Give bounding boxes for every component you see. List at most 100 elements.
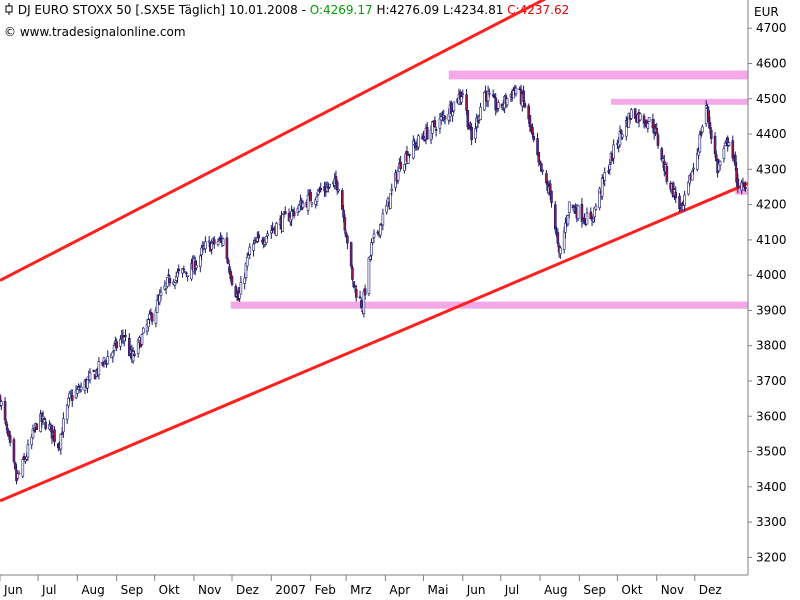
candle-body bbox=[275, 223, 278, 236]
candle-body bbox=[115, 341, 118, 349]
candle-body bbox=[665, 166, 669, 182]
candle-body bbox=[44, 421, 47, 430]
candle-body bbox=[301, 202, 305, 208]
y-tick-label: 4200 bbox=[756, 198, 787, 212]
candle-body bbox=[708, 122, 712, 130]
candle-body bbox=[343, 217, 347, 231]
candle-body bbox=[230, 276, 234, 285]
candle-body bbox=[341, 190, 344, 210]
candle-body bbox=[491, 94, 495, 97]
y-tick-label: 3500 bbox=[756, 445, 787, 459]
candle-body bbox=[60, 432, 64, 435]
candle-body bbox=[26, 444, 30, 458]
candle-body bbox=[443, 115, 447, 120]
candle-body bbox=[701, 126, 704, 133]
candle-body bbox=[567, 201, 571, 214]
candle-body bbox=[182, 268, 186, 271]
date-label: 10.01.2008 bbox=[229, 3, 298, 17]
candle-body bbox=[281, 214, 285, 232]
instrument-name: DJ EURO STOXX 50 [.SX5E bbox=[17, 3, 175, 17]
x-tick-label: Apr bbox=[389, 583, 410, 597]
x-tick-label: Feb bbox=[315, 583, 336, 597]
candle-body bbox=[103, 360, 107, 362]
y-tick-label: 3900 bbox=[756, 303, 787, 317]
candle-body bbox=[679, 205, 683, 208]
candle-body bbox=[630, 109, 633, 119]
candle-body bbox=[168, 278, 172, 284]
x-tick-label: 2007 bbox=[275, 583, 306, 597]
y-tick-label: 3300 bbox=[756, 515, 787, 529]
candle-body bbox=[159, 291, 163, 296]
candle-body bbox=[173, 282, 177, 286]
candle-body bbox=[619, 130, 623, 134]
candle-body bbox=[158, 294, 162, 303]
candle-body bbox=[204, 241, 207, 250]
candle-body bbox=[718, 161, 722, 166]
candle-body bbox=[306, 194, 310, 211]
x-tick-label: Jul bbox=[41, 583, 56, 597]
candle-body bbox=[566, 215, 570, 225]
candle-body bbox=[62, 418, 65, 433]
candle-body bbox=[559, 247, 562, 255]
candle-body bbox=[199, 255, 202, 268]
candle-body bbox=[327, 187, 330, 189]
candle-body bbox=[727, 142, 731, 146]
candle-body bbox=[167, 274, 170, 277]
candle-body bbox=[112, 345, 116, 351]
candle-body bbox=[101, 361, 104, 366]
candle-body bbox=[434, 129, 438, 131]
candle-body bbox=[147, 319, 150, 328]
interval-label: Täglich] bbox=[178, 3, 226, 17]
candle-body bbox=[291, 209, 295, 212]
candle-body bbox=[207, 240, 211, 243]
candle-body bbox=[225, 237, 229, 260]
open-value: 4269.17 bbox=[323, 3, 373, 17]
candle-body bbox=[252, 243, 255, 251]
y-tick-label: 4500 bbox=[756, 92, 787, 106]
candle-body bbox=[368, 255, 372, 260]
candle-body bbox=[433, 120, 437, 127]
candle-body bbox=[431, 121, 434, 134]
candle-body bbox=[642, 115, 646, 124]
candle-body bbox=[532, 136, 536, 141]
candle-body bbox=[12, 439, 16, 462]
y-tick-label: 3800 bbox=[756, 339, 787, 353]
candle-body bbox=[176, 272, 179, 278]
x-tick-label: Mrz bbox=[350, 583, 372, 597]
candle-body bbox=[687, 181, 690, 195]
candle-body bbox=[713, 135, 717, 154]
candle-body bbox=[592, 218, 595, 222]
y-tick-label: 3600 bbox=[756, 409, 787, 423]
candle-body bbox=[496, 102, 500, 109]
candle-body bbox=[683, 194, 686, 206]
candle-body bbox=[612, 144, 615, 159]
candle-body bbox=[155, 299, 159, 313]
x-tick-label: Dez bbox=[236, 583, 259, 597]
candle-body bbox=[556, 232, 560, 244]
candle-body bbox=[17, 472, 21, 475]
candle-body bbox=[32, 429, 36, 432]
candle-body bbox=[8, 434, 12, 443]
candle-body bbox=[470, 127, 473, 141]
x-tick-label: Dez bbox=[699, 583, 722, 597]
candle-body bbox=[692, 167, 695, 170]
x-tick-label: Jul bbox=[504, 583, 519, 597]
high-label: H: bbox=[376, 3, 390, 17]
candle-body bbox=[452, 101, 456, 112]
candle-body bbox=[553, 204, 557, 230]
candle-body bbox=[245, 257, 249, 267]
high-value: 4276.09 bbox=[389, 3, 440, 17]
candle-body bbox=[564, 222, 567, 233]
candle-body bbox=[541, 169, 544, 172]
candle-body bbox=[318, 190, 321, 192]
candle-body bbox=[290, 211, 293, 221]
candle-body bbox=[351, 267, 354, 280]
candle-body bbox=[482, 92, 486, 111]
candle-body bbox=[479, 106, 482, 120]
candle-body bbox=[422, 135, 425, 139]
candle-body bbox=[528, 115, 532, 127]
x-tick-label: Okt bbox=[159, 583, 180, 597]
candle-body bbox=[656, 134, 660, 146]
candle-body bbox=[200, 247, 203, 256]
candle-body bbox=[315, 196, 319, 202]
